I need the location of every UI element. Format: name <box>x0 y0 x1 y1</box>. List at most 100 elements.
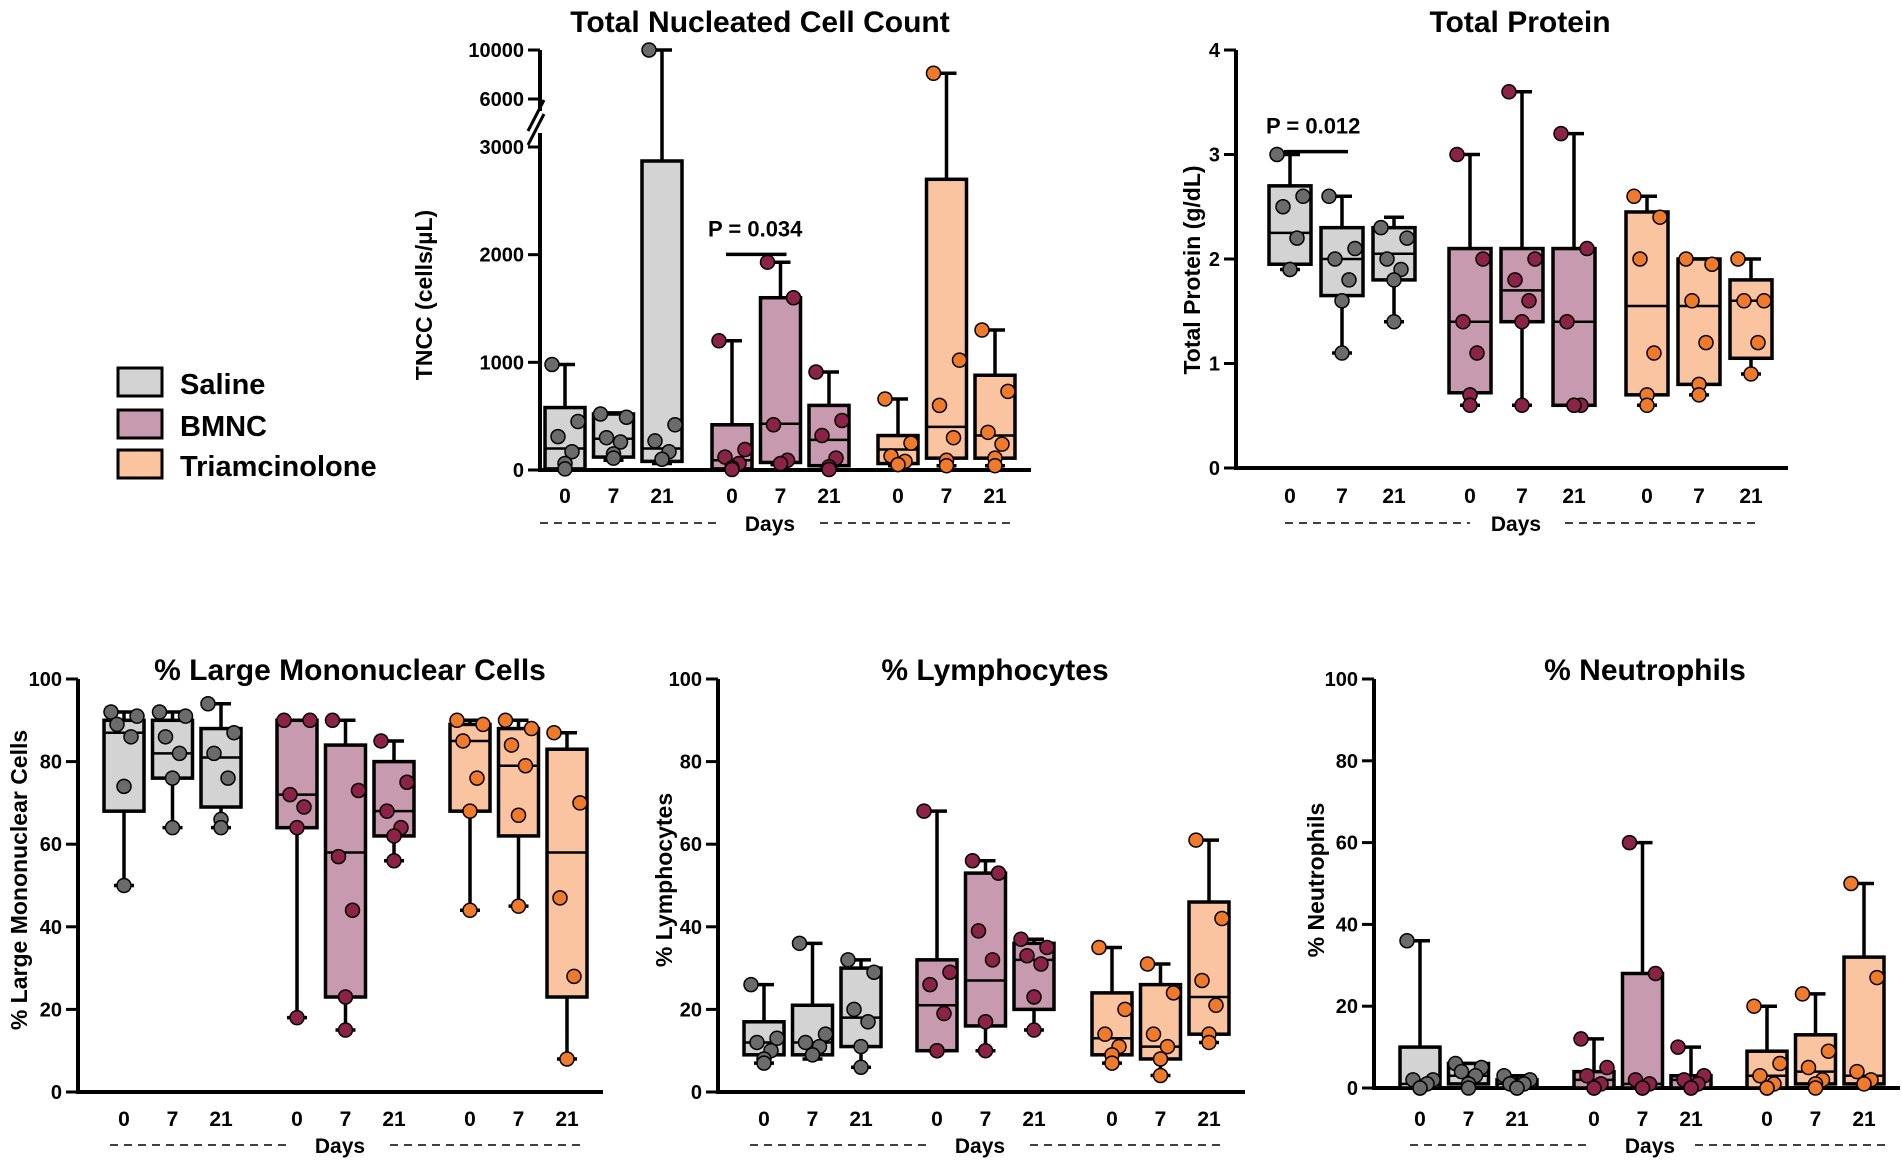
data-point <box>1632 251 1648 267</box>
data-point <box>916 803 932 819</box>
data-point <box>942 964 958 980</box>
data-point <box>1678 251 1694 267</box>
x-tick-label: 7 <box>807 1108 819 1131</box>
data-point <box>612 434 629 450</box>
iqr-box <box>323 743 368 999</box>
data-point <box>386 828 402 844</box>
box-bmnc-day-7 <box>1499 84 1545 414</box>
data-point <box>1393 261 1409 278</box>
legend-entry-bmnc: BMNC <box>116 408 267 443</box>
data-point <box>517 757 534 774</box>
y-tick-label: 100 <box>29 669 62 691</box>
x-tick-label: 0 <box>1464 485 1476 508</box>
data-point <box>1275 199 1291 215</box>
x-tick-label: 7 <box>775 485 787 508</box>
x-tick-label: 0 <box>758 1108 770 1131</box>
x-tick-label: 21 <box>1562 485 1586 508</box>
data-point <box>749 1034 765 1051</box>
data-point <box>1399 933 1415 949</box>
data-point <box>116 877 132 894</box>
data-point <box>503 737 520 753</box>
data-point <box>289 819 305 836</box>
iqr-box <box>545 747 589 999</box>
chart-lmc: % Large Mononuclear Cells 0 20 40 60 80 100 % L… <box>6 654 603 1158</box>
box-saline-day-7 <box>1446 1055 1491 1096</box>
iqr-box <box>448 722 492 813</box>
y-tick-label: 80 <box>40 752 62 774</box>
box-triamcinolone-day-7 <box>924 65 969 474</box>
box-triamcinolone-day-0 <box>1745 998 1789 1096</box>
y-axis-label: % Lymphocytes <box>651 793 677 967</box>
data-point <box>157 729 174 745</box>
chart-title: % Large Mononuclear Cells <box>154 654 546 687</box>
data-point <box>1000 383 1016 400</box>
data-point <box>1399 230 1415 246</box>
iqr-box <box>640 159 684 464</box>
box-saline-day-0 <box>1267 146 1313 278</box>
data-point <box>903 435 919 451</box>
x-tick-label: 0 <box>1588 1108 1600 1131</box>
data-point <box>853 1038 869 1055</box>
data-point <box>1698 334 1714 351</box>
data-point <box>226 724 242 741</box>
chart-tp: Total Protein 0 1 2 3 4 Total Protein (g/dL) 0 7… <box>1179 6 1788 536</box>
legend-swatch <box>116 448 164 480</box>
x-tick-label: 0 <box>1641 485 1653 508</box>
data-point <box>1683 1080 1699 1096</box>
chart-title: Total Protein <box>1429 6 1610 39</box>
data-point <box>974 322 990 338</box>
y-axis-label: TNCC (cells/µL) <box>411 210 437 380</box>
data-point <box>817 1026 834 1042</box>
data-point <box>964 852 981 869</box>
data-point <box>344 902 361 919</box>
y-tick-label: 0 <box>51 1082 62 1104</box>
chart-title: % Lymphocytes <box>881 654 1108 687</box>
y-tick-label: 40 <box>680 917 702 939</box>
data-point <box>1820 1043 1837 1059</box>
box-saline-day-21 <box>199 696 243 836</box>
y-tick-label: 1 <box>1209 354 1220 376</box>
x-tick-label: 0 <box>291 1108 303 1131</box>
data-point <box>1019 947 1035 964</box>
x-axis-label: Days <box>315 1135 365 1158</box>
x-tick-label: 0 <box>1284 485 1296 508</box>
data-point <box>1091 939 1107 956</box>
data-point <box>1194 972 1210 989</box>
data-point <box>980 424 996 441</box>
data-point <box>455 733 471 749</box>
data-point <box>373 733 389 749</box>
y-tick-label: 1000 <box>480 352 525 374</box>
x-tick-label: 21 <box>849 1108 873 1131</box>
data-point <box>462 902 478 919</box>
data-point <box>945 429 962 446</box>
y-tick-label: 60 <box>40 834 62 856</box>
data-point <box>1670 1039 1686 1055</box>
data-point <box>1152 1051 1169 1067</box>
box-triamcinolone-day-0 <box>876 391 920 473</box>
data-point <box>1856 1076 1872 1092</box>
data-point <box>1334 293 1350 309</box>
legend-label: BMNC <box>180 411 267 443</box>
box-bmnc-day-0 <box>710 333 754 478</box>
data-point <box>1117 1001 1133 1018</box>
data-point <box>1208 997 1224 1014</box>
y-tick-label: 2000 <box>480 245 525 267</box>
data-point <box>1412 1080 1428 1096</box>
data-point <box>1586 1080 1602 1096</box>
legend-label: Triamcinolone <box>180 451 377 483</box>
box-bmnc-day-21 <box>372 733 416 869</box>
x-tick-label: 21 <box>1382 485 1406 508</box>
iqr-box <box>758 295 803 465</box>
data-point <box>379 803 395 819</box>
data-point <box>1039 939 1055 956</box>
data-point <box>1579 1067 1595 1084</box>
data-point <box>1449 146 1465 163</box>
data-point <box>1139 956 1156 972</box>
box-saline-day-7 <box>1319 188 1365 361</box>
data-point <box>1013 931 1029 947</box>
data-point <box>922 976 938 993</box>
x-tick-label: 0 <box>931 1108 943 1131</box>
box-saline-day-0 <box>102 704 146 894</box>
data-point <box>977 1014 994 1030</box>
legend-entry-triamcinolone: Triamcinolone <box>116 448 377 483</box>
